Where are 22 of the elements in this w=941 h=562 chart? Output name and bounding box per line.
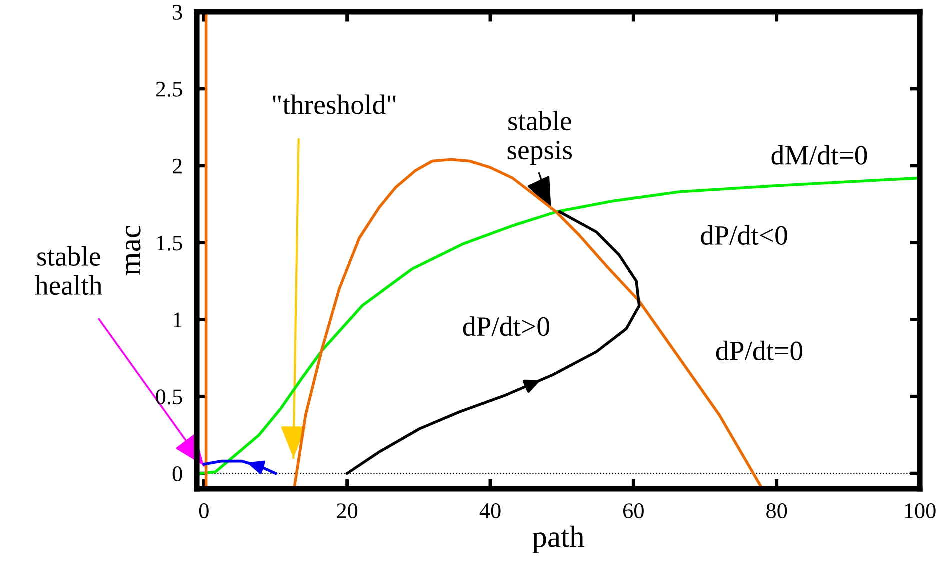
y-axis-title: mac — [126, 226, 141, 276]
x-tick-label: 60 — [624, 504, 644, 519]
annotation: dP/dt<0 — [701, 226, 788, 246]
x-axis-title: path — [532, 526, 584, 554]
annotation: dP/dt>0 — [463, 316, 550, 336]
annotation: dM/dt=0 — [772, 145, 868, 165]
annotation: "threshold" — [273, 94, 396, 114]
annotation: dP/dt=0 — [716, 340, 803, 360]
y-tick-label: 1 — [174, 312, 182, 328]
y-tick-label: 0.5 — [156, 390, 182, 405]
annotation: stable health — [35, 246, 102, 296]
x-tick-label: 100 — [905, 504, 936, 519]
y-tick-label: 1.5 — [157, 236, 182, 251]
y-tick-label: 3 — [173, 4, 182, 20]
x-tick-label: 40 — [480, 504, 501, 519]
x-tick-label: 20 — [337, 504, 358, 519]
y-tick-label: 0 — [172, 466, 182, 482]
x-tick-label: 0 — [199, 504, 209, 519]
annotation: stable sepsis — [508, 111, 572, 166]
x-tick-label: 80 — [766, 504, 788, 519]
y-tick-label: 2 — [172, 158, 182, 174]
y-tick-label: 2.5 — [156, 82, 182, 97]
